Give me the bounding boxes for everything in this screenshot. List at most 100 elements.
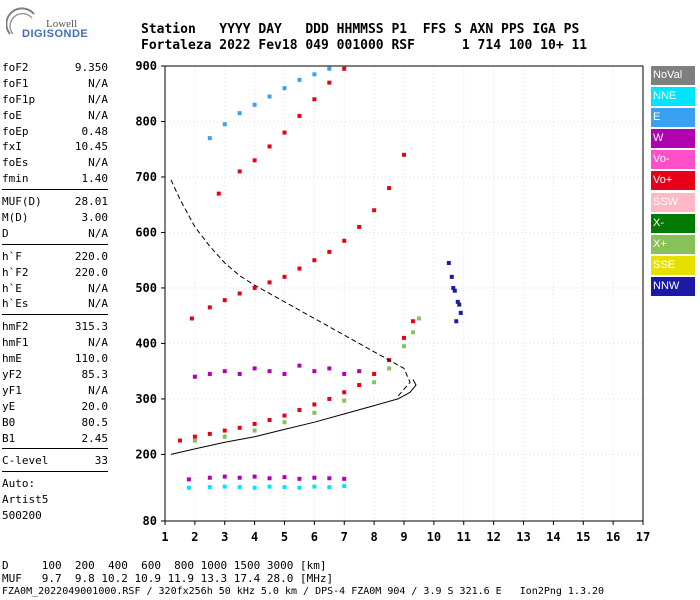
data-point-2nd-hop (312, 258, 317, 263)
x-tick-label: 12 (486, 530, 500, 544)
data-point-bottom-band-nne (267, 484, 272, 489)
data-point-bottom-band (222, 474, 227, 479)
data-point-o-trace-1st-hop (312, 402, 317, 407)
param-label: foF1 (2, 76, 29, 90)
x-tick-label: 16 (606, 530, 620, 544)
data-point-w-scatter (357, 369, 362, 374)
data-point-upper-spread (327, 66, 332, 71)
data-point-w-scatter (252, 366, 257, 371)
data-point-nnw-cluster (457, 302, 462, 307)
param-row-fof1p: foF1p N/A (2, 92, 108, 108)
y-tick-label: 80 (143, 514, 157, 528)
param-label: yF1 (2, 383, 22, 397)
digisonde-logo: Lowell DIGISONDE (6, 6, 89, 40)
data-point-o-trace-1st-hop (252, 421, 257, 426)
data-point-o-trace-1st-hop (357, 383, 362, 388)
param-value: 315.3 (74, 320, 108, 334)
x-tick-label: 10 (427, 530, 441, 544)
data-point-upper-spread (252, 102, 257, 107)
param-value: N/A (88, 297, 108, 311)
data-point-bottom-band (282, 475, 287, 480)
param-row-ye: yE 20.0 (2, 399, 108, 415)
data-point-bottom-band-nne (342, 484, 347, 489)
data-point-nnw-cluster (454, 319, 459, 324)
data-point-upper-spread (297, 77, 302, 82)
data-point-2nd-hop (327, 249, 332, 254)
legend-item-w: W (651, 129, 695, 149)
data-point-nnw-cluster (446, 260, 451, 265)
data-point-bottom-band-nne (222, 484, 227, 489)
data-point-x-trace-1st-hop (387, 366, 392, 371)
data-point-3rd-hop (297, 113, 302, 118)
param-value: N/A (88, 92, 108, 106)
x-tick-label: 3 (221, 530, 228, 544)
legend-item-sse: SSE (651, 255, 695, 275)
y-tick-label: 700 (135, 170, 157, 184)
legend-item-x: X- (651, 213, 695, 233)
param-label: hmE (2, 352, 22, 366)
param-row-he: h`E N/A (2, 281, 108, 297)
footer-muf-row: MUF 9.7 9.8 10.2 10.9 11.9 13.3 17.4 28.… (2, 572, 334, 585)
legend-item-x: X+ (651, 234, 695, 254)
data-point-bottom-band (312, 475, 317, 480)
param-label: foF1p (2, 92, 36, 106)
legend-item-vo: Vo- (651, 150, 695, 170)
param-label: h`F2 (2, 265, 29, 279)
data-point-2nd-hop (342, 238, 347, 243)
param-label: C-level (2, 454, 49, 468)
param-value: 9.350 (74, 61, 108, 74)
data-point-o-trace-1st-hop (222, 428, 227, 433)
data-point-x-trace-1st-hop (192, 438, 197, 443)
param-row-fxi: fxI 10.45 (2, 139, 108, 155)
param-row-hmf1: hmF1 N/A (2, 335, 108, 351)
param-value: 33 (94, 454, 108, 468)
x-tick-label: 6 (311, 530, 318, 544)
data-point-3rd-hop (216, 191, 221, 196)
param-value: 220.0 (74, 265, 108, 279)
y-tick-label: 400 (135, 336, 157, 350)
logo-lowell-text: Lowell (46, 18, 78, 30)
logo-digisonde-text: DIGISONDE (22, 28, 89, 40)
param-row-fmin: fmin 1.40 (2, 171, 108, 187)
data-point-3rd-hop (267, 144, 272, 149)
param-label: h`Es (2, 297, 29, 311)
parameter-panel: foF2 9.350 foF1 N/A foF1p N/A foE N/A foEp 0.48 fx… (2, 60, 108, 524)
data-point-2nd-hop (282, 274, 287, 279)
data-point-2nd-hop (237, 291, 242, 296)
data-point-w-scatter (222, 369, 227, 374)
param-value: 220.0 (74, 249, 108, 263)
param-row-b1: B1 2.45 (2, 431, 108, 447)
param-label: foF2 (2, 61, 29, 74)
x-tick-label: 4 (251, 530, 258, 544)
data-point-2nd-hop (372, 208, 377, 213)
param-group-3: h`F 220.0 h`F2 220.0 h`E N/A h`Es N/A (2, 249, 108, 316)
y-tick-label: 900 (135, 59, 157, 73)
y-tick-label: 200 (135, 447, 157, 461)
header-values: Fortaleza 2022 Fev18 049 001000 RSF 1 71… (141, 38, 588, 53)
data-point-o-trace-1st-hop (372, 371, 377, 376)
data-point-2nd-hop (297, 266, 302, 271)
polarization-legend: NoVal NNE E W Vo- Vo+ SSW X- X+ SSE NNW (651, 66, 695, 298)
data-point-x-trace-1st-hop (402, 344, 406, 349)
data-point-o-trace-1st-hop (410, 319, 415, 324)
data-point-w-scatter (297, 363, 302, 368)
data-point-bottom-band (297, 476, 302, 481)
param-label: h`E (2, 281, 22, 295)
data-point-o-trace-1st-hop (192, 434, 197, 439)
param-row-foe: foE N/A (2, 108, 108, 124)
data-point-bottom-band (207, 475, 212, 480)
legend-item-e: E (651, 108, 695, 128)
data-point-x-trace-1st-hop (252, 428, 257, 433)
x-tick-label: 1 (161, 530, 168, 544)
footer-file-info: FZA0M_2022049001000.RSF / 320fx256h 50 k… (2, 586, 605, 597)
param-value: 28.01 (74, 195, 108, 209)
param-value: 2.45 (81, 431, 109, 445)
data-point-w-scatter (192, 374, 197, 379)
param-value: N/A (88, 226, 108, 240)
data-point-x-trace-1st-hop (372, 380, 377, 385)
param-value: 110.0 (74, 352, 108, 366)
param-value: 0.48 (81, 124, 109, 138)
param-label: B1 (2, 431, 16, 445)
logo-arc-icon (6, 7, 35, 35)
